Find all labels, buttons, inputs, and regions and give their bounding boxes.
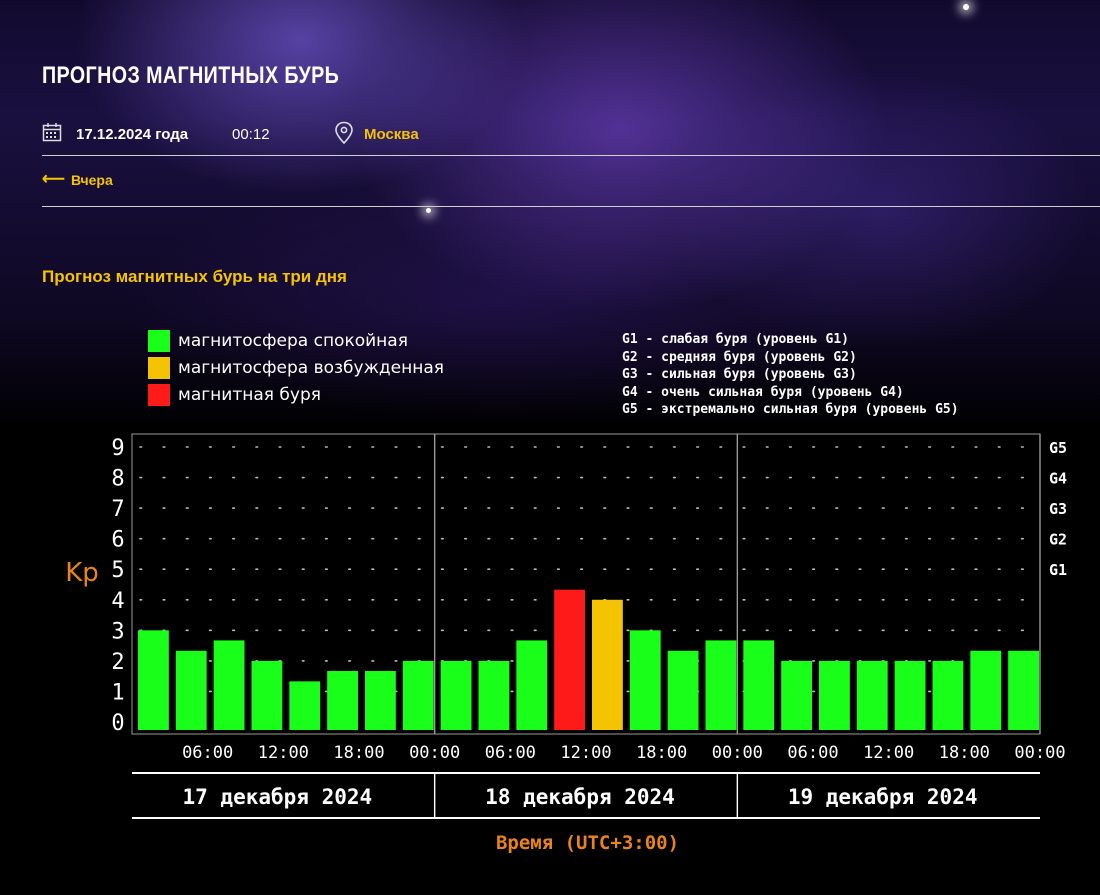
y-tick-label: 4 <box>111 589 124 614</box>
page-title: ПРОГНОЗ МАГНИТНЫХ БУРЬ <box>42 62 340 89</box>
kp-bar <box>743 640 775 730</box>
kp-bar <box>932 660 964 730</box>
y-tick-label: 6 <box>111 528 124 553</box>
legend-item-excited: магнитосфера возбужденная <box>148 352 444 384</box>
legend-item-calm: магнитосфера спокойная <box>148 325 444 357</box>
y-tick-label: 2 <box>111 650 124 675</box>
arrow-left-icon: ⟵ <box>42 171 65 188</box>
storm-level-item: G4 - очень сильная буря (уровень G4) <box>622 384 904 400</box>
storm-level-item: G2 - средняя буря (уровень G2) <box>622 349 857 365</box>
y-tick-label: 0 <box>111 711 124 736</box>
x-tick-label: 06:00 <box>485 743 536 763</box>
x-tick-label: 00:00 <box>712 743 763 763</box>
divider <box>42 206 1100 207</box>
x-tick-label: 18:00 <box>636 743 687 763</box>
day-label: 19 декабря 2024 <box>788 785 978 809</box>
kp-bar <box>516 640 548 730</box>
kp-bar <box>478 660 510 730</box>
legend-label: магнитосфера спокойная <box>178 331 408 351</box>
g-level-label: G1 <box>1049 561 1067 579</box>
x-tick-label: 12:00 <box>863 743 914 763</box>
x-tick-label: 18:00 <box>939 743 990 763</box>
y-tick-label: 9 <box>111 436 124 461</box>
kp-bar <box>667 650 699 730</box>
kp-bar <box>440 660 472 730</box>
legend-swatch <box>148 330 170 352</box>
x-tick-label: 00:00 <box>1014 743 1065 763</box>
section-title: Прогноз магнитных бурь на три дня <box>42 267 347 286</box>
legend-item-storm: магнитная буря <box>148 379 444 411</box>
storm-level-item: G3 - сильная буря (уровень G3) <box>622 367 857 383</box>
location-pin-icon <box>335 121 353 145</box>
kp-bar <box>365 670 396 730</box>
kp-bar <box>629 630 661 730</box>
yesterday-link[interactable]: ⟵ Вчера <box>42 171 113 189</box>
x-tick-label: 06:00 <box>787 743 838 763</box>
current-date: 17.12.2024 года <box>76 125 189 143</box>
y-tick-label: 5 <box>111 558 124 583</box>
y-tick-label: 3 <box>111 619 124 644</box>
kp-bar <box>592 599 623 730</box>
city-link[interactable]: Москва <box>364 125 419 143</box>
y-axis-title: Kp <box>65 558 99 588</box>
kp-bar <box>138 630 169 730</box>
kp-bar <box>327 670 358 730</box>
plot-frame <box>131 433 1041 735</box>
storm-level-item: G1 - слабая буря (уровень G1) <box>622 332 849 347</box>
kp-bar <box>213 640 245 730</box>
y-tick-label: 1 <box>111 680 124 705</box>
x-tick-label: 18:00 <box>333 743 384 763</box>
g-level-label: G2 <box>1049 531 1067 549</box>
chart-legend: магнитосфера спокойная магнитосфера возб… <box>148 330 444 411</box>
kp-bar <box>970 650 1002 730</box>
y-tick-label: 8 <box>111 467 124 492</box>
kp-bar <box>175 650 207 730</box>
star-decoration <box>963 4 969 10</box>
x-tick-label: 12:00 <box>560 743 611 763</box>
kp-bar <box>251 660 283 730</box>
kp-bar <box>819 660 850 730</box>
storm-level-legend: G1 - слабая буря (уровень G1) G2 - средня… <box>622 331 959 419</box>
kp-bar <box>705 640 737 730</box>
storm-level-item: G5 - экстремально сильная буря (уровень … <box>622 402 959 418</box>
y-tick-label: 7 <box>111 497 124 522</box>
star-decoration <box>426 208 431 213</box>
kp-bar <box>856 660 888 730</box>
yesterday-label: Вчера <box>70 172 113 188</box>
g-level-label: G5 <box>1049 439 1067 457</box>
x-tick-label: 12:00 <box>258 743 309 763</box>
g-level-label: G3 <box>1049 500 1067 518</box>
kp-bar <box>1008 650 1039 730</box>
legend-swatch <box>148 384 170 406</box>
calendar-icon <box>42 123 62 142</box>
kp-bar <box>554 589 585 730</box>
legend-label: магнитосфера возбужденная <box>178 358 444 378</box>
legend-label: магнитная буря <box>178 385 321 405</box>
day-label: 17 декабря 2024 <box>183 785 373 809</box>
g-level-label: G4 <box>1049 470 1067 488</box>
day-label: 18 декабря 2024 <box>485 785 675 809</box>
kp-bar <box>781 660 812 730</box>
current-time: 00:12 <box>232 125 270 143</box>
legend-swatch <box>148 357 170 379</box>
x-tick-label: 06:00 <box>182 743 233 763</box>
kp-bar <box>289 681 321 730</box>
x-tick-label: 00:00 <box>409 743 460 763</box>
kp-bar <box>894 660 926 730</box>
divider <box>42 155 1100 156</box>
kp-bar <box>402 660 434 730</box>
x-axis-title: Время (UTC+3:00) <box>495 832 680 854</box>
